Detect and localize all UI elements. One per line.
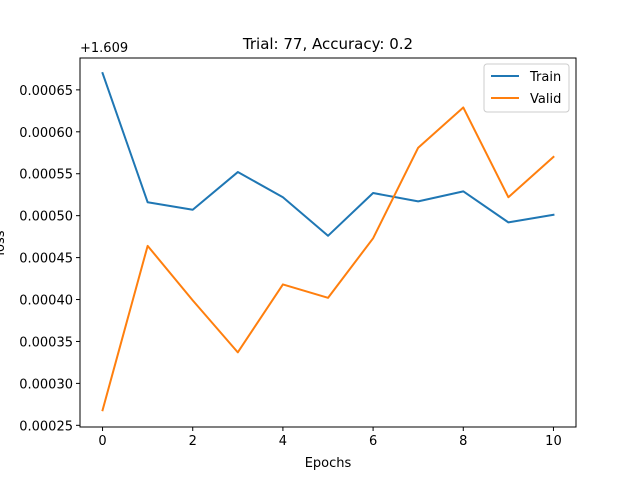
y-axis-ticks: 0.00025 0.00030 0.00035 0.00040 0.00045 0.000…	[19, 84, 80, 434]
x-tick-label: 0	[98, 434, 106, 449]
series-line-valid	[101, 106, 555, 412]
y-axis-offset-label: +1.609	[80, 41, 128, 56]
legend-label-train: Train	[529, 70, 561, 85]
series-lines	[101, 71, 555, 412]
plot-frame	[79, 57, 577, 428]
y-tick-label: 0.00035	[19, 335, 73, 350]
x-axis-ticks: 0 2 4 6 8 10	[98, 427, 562, 449]
x-tick-label: 6	[369, 434, 377, 449]
legend-label-valid: Valid	[530, 92, 561, 107]
y-tick-label: 0.00045	[19, 252, 73, 267]
y-tick-label: 0.00030	[19, 377, 73, 392]
plot-area	[80, 58, 576, 427]
x-axis-title: Epochs	[305, 456, 352, 471]
x-tick-label: 10	[545, 434, 562, 449]
x-tick-label: 2	[189, 434, 197, 449]
chart-title: Trial: 77, Accuracy: 0.2	[242, 35, 413, 53]
x-tick-label: 8	[459, 434, 467, 449]
legend: Train Valid	[483, 63, 570, 113]
series-line-train	[101, 71, 555, 237]
y-tick-label: 0.00060	[19, 126, 73, 141]
y-tick-label: 0.00025	[19, 419, 73, 434]
y-tick-label: 0.00055	[19, 168, 73, 183]
x-tick-label: 4	[279, 434, 287, 449]
y-tick-label: 0.00040	[19, 294, 73, 309]
y-axis-title: loss	[0, 230, 8, 255]
y-tick-label: 0.00065	[19, 84, 73, 99]
y-tick-label: 0.00050	[19, 210, 73, 225]
